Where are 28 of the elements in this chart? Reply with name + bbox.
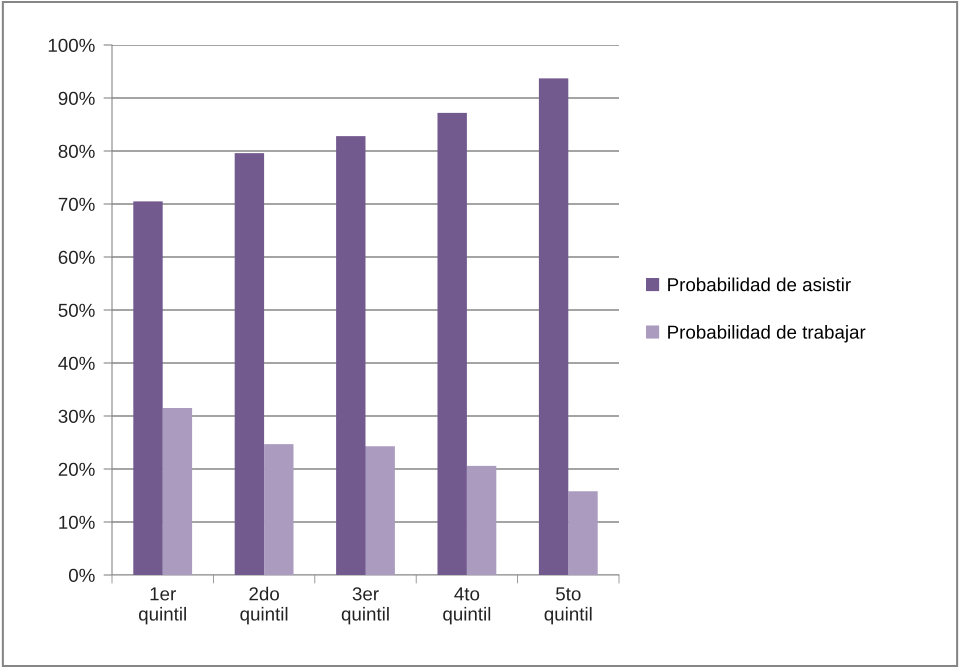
x-tick-label: 3er quintil bbox=[342, 587, 389, 624]
y-tick-label: 10% bbox=[59, 516, 95, 529]
y-tick-label: 100% bbox=[48, 38, 95, 52]
bar bbox=[336, 136, 366, 575]
y-tick-label: 70% bbox=[58, 198, 95, 211]
bar bbox=[366, 446, 395, 575]
x-tick-label: 2do quintil bbox=[240, 586, 288, 624]
y-tick-label: 30% bbox=[58, 410, 95, 423]
bar bbox=[162, 408, 192, 575]
y-tick-label: 80% bbox=[58, 144, 95, 158]
y-tick-label: 0% bbox=[68, 568, 95, 582]
y-tick-label: 20% bbox=[58, 462, 95, 476]
x-tick-label: 1er quintil bbox=[138, 587, 186, 624]
y-tick-label: 40% bbox=[58, 356, 95, 370]
bar bbox=[568, 491, 598, 575]
bar bbox=[264, 444, 294, 575]
x-tick-label: 5to quintil bbox=[544, 587, 592, 624]
x-tick-label: 4to quintil bbox=[443, 587, 490, 624]
bar bbox=[133, 201, 163, 575]
bar bbox=[234, 153, 264, 575]
bar bbox=[538, 78, 568, 575]
y-tick-label: 60% bbox=[58, 250, 95, 264]
legend-label: Probabilidad de asistir bbox=[668, 278, 851, 292]
y-tick-label: 90% bbox=[58, 92, 95, 105]
y-tick-label: 50% bbox=[58, 304, 95, 317]
legend-label: Probabilidad de trabajar bbox=[668, 325, 866, 342]
bar bbox=[437, 112, 467, 575]
bar bbox=[466, 466, 496, 575]
